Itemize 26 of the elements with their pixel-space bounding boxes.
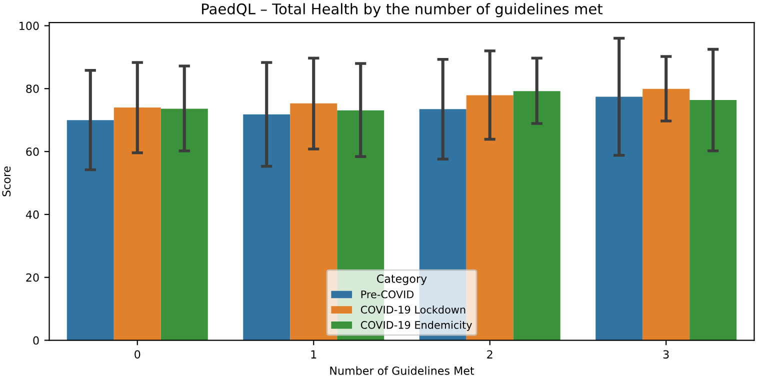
bar [114,107,161,340]
y-axis-title: Score [2,166,11,196]
legend-label: COVID-19 Lockdown [360,306,466,314]
legend-label: COVID-19 Endemicity [360,320,472,331]
x-tick-label: 1 [311,350,316,358]
bar [513,91,560,340]
bar [596,96,643,340]
bar [290,103,338,340]
y-tick-label: 60 [26,148,39,156]
y-tick-label: 40 [26,210,39,219]
y-tick-label: 80 [26,84,39,93]
x-tick-label: 0 [134,350,140,359]
x-tick-label: 2 [487,350,492,358]
y-tick-label: 0 [33,336,39,345]
chart-title: PaedQL – Total Health by the number of guidelines met [202,3,603,18]
legend-label: Pre-COVID [361,290,414,298]
y-tick-label: 100 [20,22,39,30]
bar [642,88,690,340]
bar [160,108,208,340]
x-tick-label: 3 [663,350,669,359]
legend-title: Category [376,274,427,286]
bar [66,120,114,340]
x-axis-title: Number of Guidelines Met [330,366,474,375]
bar [243,114,290,340]
bar [690,100,737,340]
y-tick-label: 20 [26,273,39,282]
